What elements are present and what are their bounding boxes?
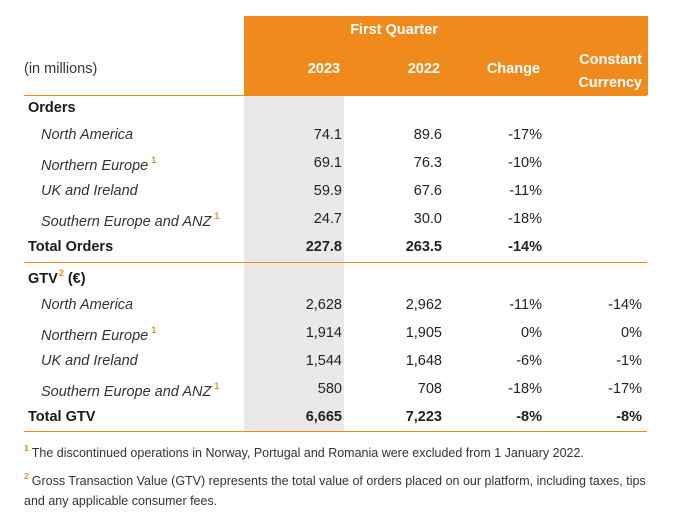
footnote-marker: 1 xyxy=(151,155,157,165)
cc-header-line1: Constant xyxy=(579,52,642,68)
footnote-2: 2 Gross Transaction Value (GTV) represent… xyxy=(24,466,664,511)
footnote-marker: 1 xyxy=(214,211,220,221)
row-label: UK and Ireland xyxy=(41,353,138,369)
orders-section-header: Orders xyxy=(24,95,648,123)
footnote-1: 1 The discontinued operations in Norway, … xyxy=(24,438,664,463)
table-row: UK and Ireland 1,544 1,648 -6% -1% xyxy=(24,348,648,376)
value-2022: 263.5 xyxy=(405,239,442,255)
footnote-marker: 1 xyxy=(214,381,220,391)
value-2022: 76.3 xyxy=(413,155,442,171)
value-2023: 59.9 xyxy=(313,183,342,199)
total-gtv-row: Total GTV 6,665 7,223 -8% -8% xyxy=(24,404,648,432)
table-row: Southern Europe and ANZ 1 580 708 -18% -1… xyxy=(24,376,648,404)
row-label: Southern Europe and ANZ 1 xyxy=(41,381,220,400)
value-2022: 67.6 xyxy=(413,183,442,199)
col-2023-header: 2023 xyxy=(307,61,340,77)
total-orders-row: Total Orders 227.8 263.5 -14% xyxy=(24,234,648,262)
row-label: Northern Europe 1 xyxy=(41,155,157,174)
value-2023: 1,544 xyxy=(305,353,342,369)
row-label: Southern Europe and ANZ 1 xyxy=(41,211,220,230)
value-2022: 1,648 xyxy=(405,353,442,369)
value-constant-currency: -17% xyxy=(608,381,642,397)
value-2023: 2,628 xyxy=(305,297,342,313)
table-row: Northern Europe 1 69.1 76.3 -10% xyxy=(24,150,648,178)
value-constant-currency: -8% xyxy=(616,409,642,425)
divider-bottom xyxy=(24,431,647,432)
row-label: North America xyxy=(41,127,134,143)
value-2023: 69.1 xyxy=(313,155,342,171)
table-row: UK and Ireland 59.9 67.6 -11% xyxy=(24,178,648,206)
header-band xyxy=(244,16,648,95)
table-row: Northern Europe 1 1,914 1,905 0% 0% xyxy=(24,320,648,348)
value-change: 0% xyxy=(521,325,542,341)
table-row: Southern Europe and ANZ 1 24.7 30.0 -18% xyxy=(24,206,648,234)
footnote-marker: 1 xyxy=(151,325,157,335)
table-row: North America 2,628 2,962 -11% -14% xyxy=(24,292,648,320)
row-label: Total Orders xyxy=(28,239,114,255)
highlight-column-2023 xyxy=(244,95,344,431)
footnote-marker: 2 xyxy=(58,268,64,278)
divider-middle xyxy=(24,262,647,263)
value-2023: 74.1 xyxy=(313,127,342,143)
value-2023: 227.8 xyxy=(305,239,342,255)
value-change: -10% xyxy=(508,155,542,171)
value-2022: 708 xyxy=(417,381,442,397)
value-2023: 580 xyxy=(317,381,342,397)
value-change: -14% xyxy=(508,239,542,255)
value-2023: 24.7 xyxy=(313,211,342,227)
row-label: North America xyxy=(41,297,134,313)
col-2022-header: 2022 xyxy=(407,61,440,77)
row-label: UK and Ireland xyxy=(41,183,138,199)
units-label: (in millions) xyxy=(24,61,98,77)
row-label: Northern Europe 1 xyxy=(41,325,157,344)
divider-top xyxy=(24,95,647,96)
footnote-text: Gross Transaction Value (GTV) represents… xyxy=(24,474,646,508)
value-change: -18% xyxy=(508,211,542,227)
table-row: North America 74.1 89.6 -17% xyxy=(24,122,648,150)
value-constant-currency: -14% xyxy=(608,297,642,313)
value-2022: 89.6 xyxy=(413,127,442,143)
value-2022: 2,962 xyxy=(405,297,442,313)
row-label: Total GTV xyxy=(28,409,96,425)
value-2023: 1,914 xyxy=(305,325,342,341)
value-2022: 1,905 xyxy=(405,325,442,341)
col-constant-currency-header: Constant Currency xyxy=(578,49,642,95)
footnote-text: The discontinued operations in Norway, P… xyxy=(31,446,584,460)
first-quarter-heading: First Quarter xyxy=(350,22,438,38)
cc-header-line2: Currency xyxy=(578,75,642,91)
value-change: -17% xyxy=(508,127,542,143)
value-2022: 7,223 xyxy=(405,409,442,425)
value-2023: 6,665 xyxy=(305,409,342,425)
value-2022: 30.0 xyxy=(413,211,442,227)
gtv-section-header: GTV2 (€) xyxy=(24,263,648,291)
value-constant-currency: 0% xyxy=(621,325,642,341)
value-change: -18% xyxy=(508,381,542,397)
value-change: -11% xyxy=(509,297,542,313)
value-change: -6% xyxy=(516,353,542,369)
col-change-header: Change xyxy=(486,61,540,77)
orders-title: Orders xyxy=(28,100,76,116)
footnote-marker: 1 xyxy=(24,443,29,453)
value-change: -11% xyxy=(509,183,542,199)
footnote-marker: 2 xyxy=(24,471,29,481)
value-change: -8% xyxy=(516,409,542,425)
value-constant-currency: -1% xyxy=(616,353,642,369)
gtv-title: GTV2 (€) xyxy=(28,268,86,287)
